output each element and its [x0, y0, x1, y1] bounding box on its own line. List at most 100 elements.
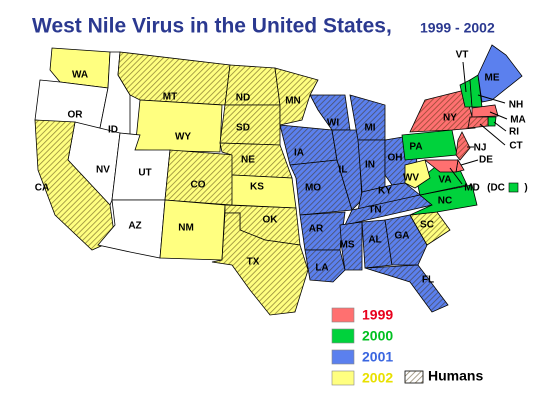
legend-label: 2002 [362, 370, 393, 386]
human-hatch [305, 250, 345, 282]
state [471, 104, 499, 118]
state-label: ND [236, 93, 250, 104]
legend: 1999 2000 2001 2002 Humans [331, 307, 483, 386]
human-hatch [332, 130, 362, 210]
human-hatch [220, 143, 292, 178]
state-label: AR [309, 224, 324, 235]
humans-hatch [405, 371, 423, 383]
state-label: IA [294, 148, 304, 159]
leader-line [462, 61, 467, 93]
state [134, 99, 223, 153]
state-label: KS [250, 182, 264, 193]
state-label: SD [236, 123, 250, 134]
human-hatch [350, 95, 385, 140]
title: West Nile Virus in the United States, [32, 15, 392, 38]
human-hatch [220, 105, 280, 145]
state-label: CT [509, 141, 522, 152]
human-hatch [456, 132, 470, 160]
legend-label: 2000 [362, 328, 393, 344]
dc-swatch [508, 182, 519, 193]
state [231, 174, 297, 209]
state-label: MO [305, 183, 321, 194]
human-hatch [275, 68, 318, 125]
state-label: AZ [128, 221, 141, 232]
state-label: OK [263, 215, 279, 226]
state-label: PA [409, 142, 422, 153]
human-hatch [358, 140, 385, 192]
state-label: AL [368, 235, 381, 246]
legend-label: 2001 [362, 349, 393, 365]
human-hatch [212, 213, 308, 315]
state-label: ID [108, 125, 118, 136]
state-label: SC [420, 220, 434, 231]
legend-swatch [331, 307, 355, 323]
state-labels: WA OR ID MT WY NV CA UT AZ CO NM ND SD NE KS OK TX MN IA MO… [35, 50, 528, 286]
state-label: MD [464, 183, 480, 194]
state-label: MT [163, 92, 177, 103]
state-label: GA [395, 231, 410, 242]
state-label: MI [364, 123, 375, 134]
state-label: MN [285, 96, 301, 107]
human-hatch [165, 150, 235, 205]
leader-line [489, 111, 508, 120]
legend-label: 1999 [362, 307, 393, 323]
state-label: DE [479, 155, 493, 166]
state [477, 44, 523, 103]
human-hatch [290, 160, 352, 215]
human-hatch [410, 212, 450, 245]
state-label: NJ [474, 143, 487, 154]
leader-line [449, 167, 463, 185]
state [404, 159, 431, 189]
legend-swatch [331, 370, 355, 386]
state-label: MA [510, 115, 526, 126]
human-hatch [385, 215, 427, 265]
human-hatch [118, 52, 230, 105]
state-label: MS [340, 240, 355, 251]
state-label: KY [378, 186, 392, 197]
legend-swatch [331, 328, 355, 344]
state [423, 159, 459, 173]
state-label: IN [365, 160, 375, 171]
leader-line [493, 121, 507, 132]
human-hatch [340, 222, 362, 270]
state-label: UT [138, 168, 151, 179]
state-label: WI [327, 118, 339, 129]
state-label: NY [443, 113, 457, 124]
legend-swatch [331, 349, 355, 365]
leader-line [460, 159, 479, 166]
state-label: NC [438, 196, 452, 207]
state-label: ME [485, 73, 500, 84]
human-hatch [410, 90, 475, 132]
dc-open: (DC [487, 183, 505, 194]
dc-close: ) [524, 183, 527, 194]
human-hatch [362, 220, 392, 268]
human-hatch [468, 117, 488, 128]
human-hatch [280, 125, 337, 165]
state-label: VA [438, 175, 451, 186]
state-label: NM [178, 223, 194, 234]
state-label: NV [96, 165, 110, 176]
leader-line [477, 94, 506, 104]
human-hatch [300, 212, 345, 250]
human-hatch [365, 265, 448, 312]
state-label: TX [247, 257, 260, 268]
state-label: VT [456, 50, 469, 61]
state [487, 116, 497, 127]
state-label: FL [422, 275, 434, 286]
human-hatch [225, 65, 280, 105]
leader-line [479, 123, 506, 146]
state-label: LA [315, 263, 328, 274]
state [409, 184, 478, 216]
state-label: TN [368, 205, 381, 216]
human-hatch [225, 205, 300, 245]
human-hatch [35, 120, 115, 250]
state-label: CO [191, 180, 206, 191]
state-label: CA [35, 183, 49, 194]
human-hatch [310, 95, 350, 130]
state-label: RI [509, 127, 519, 138]
humans-label: Humans [428, 368, 483, 384]
state-label: WA [72, 70, 88, 81]
state-label: IL [339, 165, 348, 176]
